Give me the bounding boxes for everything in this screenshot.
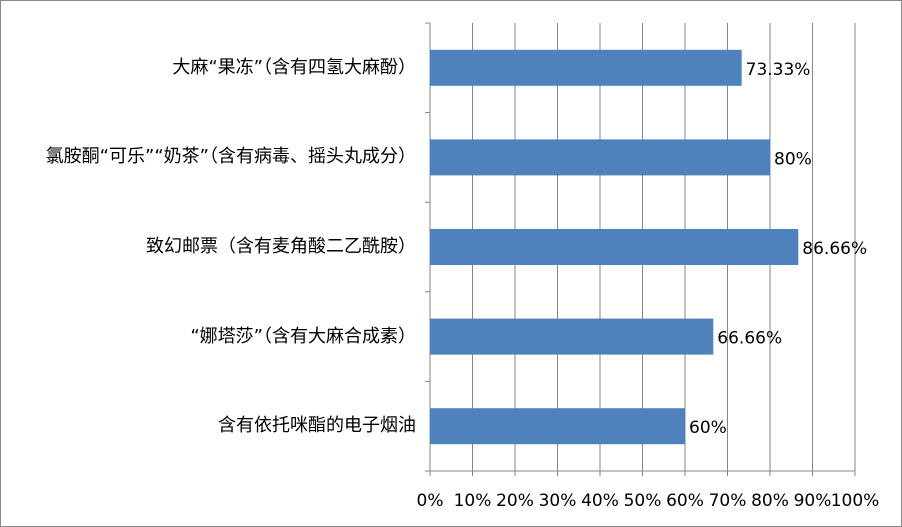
- category-label-box: 大麻“果冻”（含有四氢大麻酚）: [6, 55, 416, 81]
- category-label-box: 含有依托咪酯的电子烟油: [6, 413, 416, 439]
- x-tick-label: 40%: [581, 491, 619, 511]
- value-label: 86.66%: [802, 239, 867, 259]
- value-label: 80%: [774, 149, 812, 169]
- x-tick-label: 60%: [666, 491, 704, 511]
- x-tick-label: 100%: [831, 491, 880, 511]
- y-tick-label: 氯胺酮“可乐”“奶茶”（含有病毒、摇头丸成分）: [45, 146, 416, 168]
- y-tick-label: 大麻“果冻”（含有四氢大麻酚）: [172, 56, 416, 78]
- x-tick-label: 0%: [417, 491, 444, 511]
- category-label-box: 致幻邮票（含有麦角酸二乙酰胺）: [6, 234, 416, 260]
- bar: [430, 139, 770, 176]
- bar: [430, 49, 742, 86]
- x-tick-label: 20%: [496, 491, 534, 511]
- x-tick-label: 90%: [794, 491, 832, 511]
- value-label: 60%: [689, 418, 727, 438]
- bar: [430, 318, 714, 355]
- value-label: 73.33%: [746, 60, 811, 80]
- category-label-box: 氯胺酮“可乐”“奶茶”（含有病毒、摇头丸成分）: [6, 144, 416, 170]
- y-tick-label: “娜塔莎”（含有大麻合成素）: [190, 325, 416, 347]
- x-tick-label: 70%: [709, 491, 747, 511]
- x-tick-label: 80%: [751, 491, 789, 511]
- bar: [430, 408, 685, 445]
- y-tick-label: 含有依托咪酯的电子烟油: [218, 415, 416, 437]
- value-label: 66.66%: [717, 329, 782, 349]
- x-tick-label: 10%: [454, 491, 492, 511]
- x-tick-label: 30%: [539, 491, 577, 511]
- x-tick-label: 50%: [624, 491, 662, 511]
- category-label-box: “娜塔莎”（含有大麻合成素）: [6, 324, 416, 350]
- bar: [430, 229, 799, 265]
- y-tick-label: 致幻邮票（含有麦角酸二乙酰胺）: [146, 236, 416, 257]
